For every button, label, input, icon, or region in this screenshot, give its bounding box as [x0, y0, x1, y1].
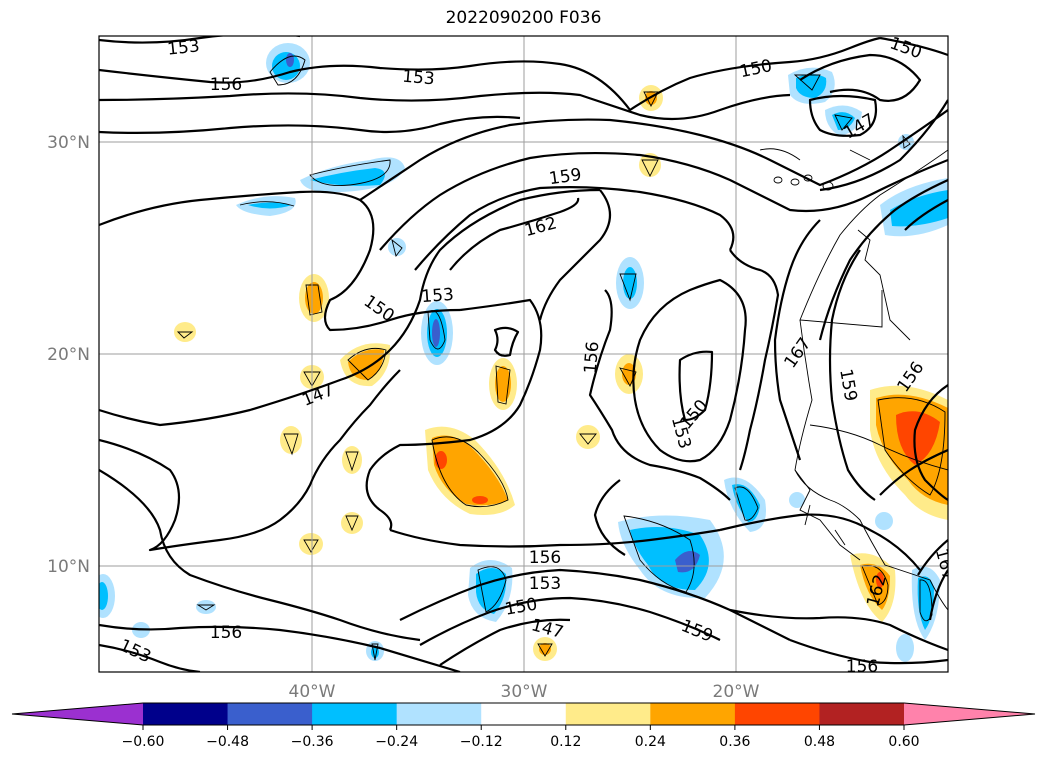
- neg-anomaly: [832, 112, 855, 130]
- lat-label: 20°N: [47, 345, 90, 365]
- colorbar-tick-label: −0.24: [375, 734, 418, 750]
- pos-anomaly: [280, 426, 302, 454]
- pos-anomaly: [896, 411, 940, 465]
- colorbar-extend-max: [904, 703, 1035, 725]
- neg-anomaly: [248, 202, 292, 209]
- neg-anomaly: [286, 53, 294, 67]
- lon-label: 20°W: [713, 682, 760, 702]
- neg-anomaly: [896, 634, 914, 662]
- pos-anomaly: [342, 446, 362, 474]
- pos-anomaly: [576, 425, 600, 449]
- contour-label: 156: [846, 657, 878, 677]
- contour-label: 156: [210, 623, 242, 643]
- colorbar-tick-label: −0.12: [460, 734, 503, 750]
- contour-label: 153: [401, 67, 435, 90]
- latitude-labels: 30°N 20°N 10°N: [47, 133, 90, 577]
- pos-anomaly: [432, 435, 508, 506]
- height-contours: [99, 36, 948, 672]
- colorbar-tick-label: −0.60: [122, 734, 165, 750]
- lon-label: 40°W: [289, 682, 336, 702]
- colorbar-segment: [396, 703, 482, 725]
- contour-label: 156: [210, 75, 242, 95]
- pos-anomaly: [299, 533, 323, 555]
- lat-label: 10°N: [47, 557, 90, 577]
- neg-anomaly: [796, 74, 827, 98]
- map-title: 2022090200 F036: [445, 8, 602, 28]
- map-panel: 153 156 153 150 150 147 159 162 153 150 …: [99, 36, 948, 677]
- neg-anomaly: [99, 582, 108, 610]
- graticule: [99, 36, 948, 672]
- colorbar-segment: [227, 703, 313, 725]
- pos-anomaly: [876, 572, 884, 588]
- neg-anomaly: [432, 319, 440, 347]
- colorbar-extend-min: [12, 703, 143, 725]
- neg-anomaly: [875, 512, 893, 530]
- colorbar-segment: [312, 703, 398, 725]
- colorbar: −0.60 −0.48 −0.36 −0.24 −0.12 0.12 0.24 0.36 0.4…: [11, 702, 1036, 750]
- colorbar-tick-label: 0.48: [804, 734, 835, 750]
- colorbar-segment: [819, 703, 905, 725]
- longitude-labels: 40°W 30°W 20°W: [289, 682, 760, 702]
- neg-anomaly: [310, 168, 385, 186]
- colorbar-tick-label: 0.24: [635, 734, 666, 750]
- colorbar-tick-label: 0.36: [719, 734, 750, 750]
- lon-label: 30°W: [501, 682, 548, 702]
- contour-label: 156: [529, 548, 561, 568]
- neg-anomaly: [623, 267, 637, 299]
- colorbar-segment: [481, 703, 567, 725]
- colorbar-segment: [650, 703, 736, 725]
- colorbar-tick-label: 0.60: [888, 734, 919, 750]
- colorbar-segment: [143, 703, 229, 725]
- contour-label: 153: [421, 285, 455, 307]
- lat-label: 30°N: [47, 133, 90, 153]
- colorbar-tick-label: −0.48: [206, 734, 249, 750]
- contour-label: 156: [581, 341, 604, 375]
- neg-anomaly: [196, 600, 216, 614]
- neg-anomaly: [732, 484, 760, 522]
- colorbar-tick-label: −0.36: [291, 734, 334, 750]
- neg-anomaly: [789, 492, 805, 508]
- neg-anomaly: [388, 238, 406, 256]
- neg-anomaly: [630, 526, 709, 590]
- colorbar-segment: [734, 703, 820, 725]
- pos-anomaly: [639, 153, 661, 177]
- contour-label: 153: [166, 36, 200, 59]
- pos-anomaly: [472, 496, 488, 504]
- pos-anomaly: [539, 643, 551, 655]
- colorbar-tick-label: 0.12: [550, 734, 581, 750]
- colorbar-segment: [565, 703, 651, 725]
- map-frame: [98, 35, 949, 673]
- contour-label: 159: [548, 165, 583, 189]
- neg-anomaly: [890, 190, 948, 227]
- contour-label: 153: [529, 574, 561, 594]
- shaded-anomalies: [99, 43, 948, 662]
